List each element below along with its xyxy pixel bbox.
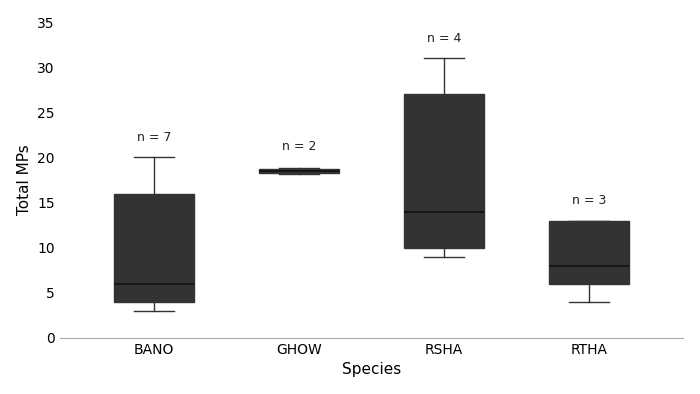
Text: n = 7: n = 7 [136,131,172,144]
PathPatch shape [259,169,339,173]
PathPatch shape [404,94,484,248]
PathPatch shape [550,221,629,284]
X-axis label: Species: Species [342,362,401,377]
Text: n = 4: n = 4 [427,32,461,45]
Text: n = 3: n = 3 [572,194,606,207]
Text: n = 2: n = 2 [282,140,316,153]
PathPatch shape [114,193,194,302]
Y-axis label: Total MPs: Total MPs [17,145,32,216]
